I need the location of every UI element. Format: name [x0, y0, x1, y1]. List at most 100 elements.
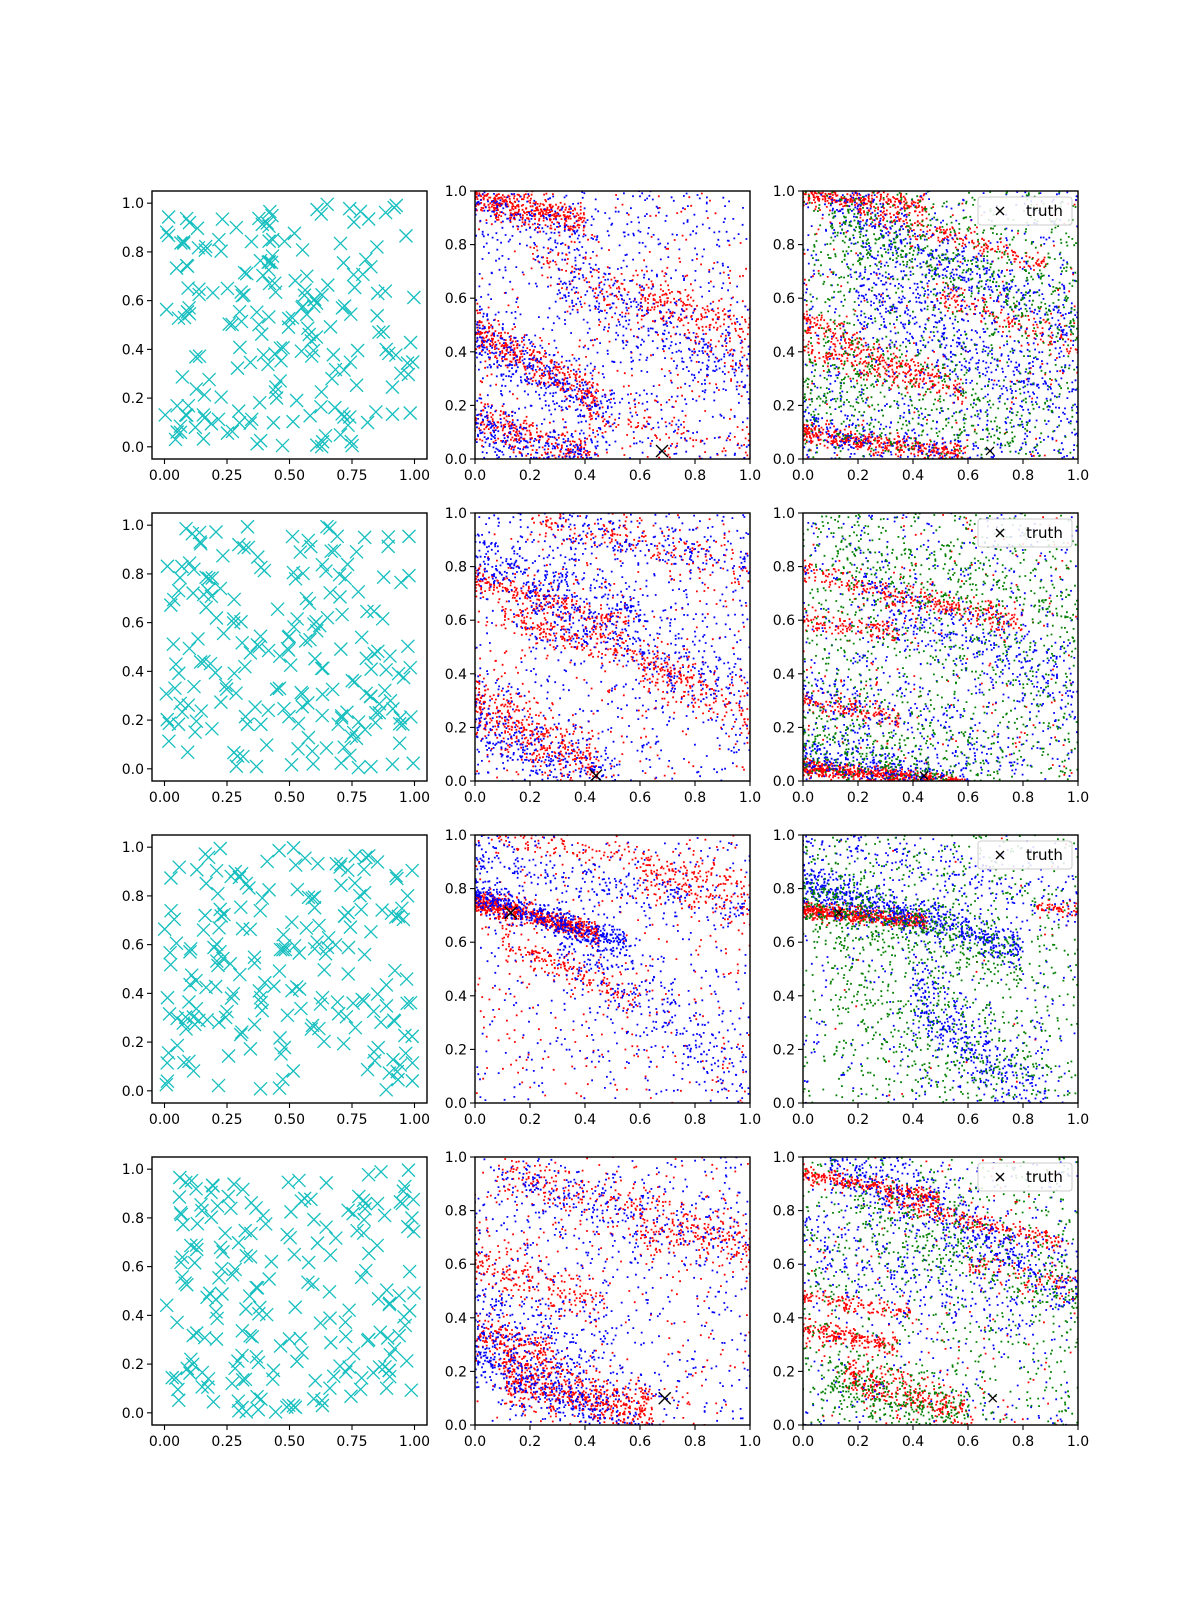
y-tick-label: 0.8 [122, 889, 144, 905]
sample-marker [159, 1077, 174, 1092]
sample-marker [200, 1380, 215, 1395]
sample-marker [235, 1182, 250, 1197]
sample-marker [191, 631, 205, 646]
y-tick-label: 0.8 [773, 560, 795, 576]
sample-marker [342, 201, 357, 216]
plot-area [803, 191, 1078, 459]
sample-marker [286, 565, 301, 580]
sample-marker [268, 1404, 283, 1419]
sample-marker [273, 1339, 288, 1353]
x-tick-label: 0.25 [211, 790, 242, 806]
sample-marker [358, 1263, 373, 1278]
sample-marker [171, 583, 186, 598]
sample-marker [160, 990, 175, 1005]
sample-marker [335, 300, 350, 315]
sample-marker [184, 1173, 199, 1188]
sample-marker [228, 1361, 243, 1376]
sample-marker [183, 944, 197, 959]
sample-marker [187, 1255, 202, 1270]
sample-marker [225, 317, 240, 332]
sample-marker [224, 869, 239, 884]
sample-marker [200, 1290, 215, 1305]
sample-marker [399, 228, 413, 243]
y-tick-label: 0.2 [445, 1042, 467, 1058]
legend-truth-icon [995, 850, 1005, 860]
sample-marker [355, 267, 370, 282]
x-tick-label: 0.4 [574, 468, 596, 484]
sample-marker [400, 356, 415, 371]
sample-marker [192, 287, 207, 302]
sample-marker [300, 1275, 315, 1290]
sample-marker [262, 1272, 277, 1286]
sample-marker [307, 292, 322, 307]
sample-marker [262, 882, 277, 897]
y-tick-label: 0.0 [445, 452, 467, 468]
samples-axes-row-2: 0.00 0.25 0.50 0.75 1.00 0.0 0.2 0.4 0.6 0.8 1.0 [122, 512, 430, 806]
x-tick-label: 0.25 [211, 1434, 242, 1450]
sample-marker [381, 346, 396, 361]
sample-marker [299, 591, 314, 606]
sample-marker [315, 661, 330, 676]
x-tick-label: 0.6 [629, 468, 651, 484]
sample-marker [323, 1311, 338, 1326]
sample-marker [182, 215, 197, 230]
sample-marker [173, 696, 188, 711]
y-tick-label: 0.2 [122, 1035, 144, 1051]
sample-marker [243, 645, 258, 660]
axes-frame [802, 834, 1079, 1104]
sample-marker [231, 1403, 246, 1418]
sample-marker [301, 730, 316, 745]
sample-marker [211, 1078, 226, 1093]
sample-marker [344, 1389, 358, 1404]
sample-marker [370, 854, 385, 869]
sample-marker [168, 657, 183, 672]
sample-marker [396, 670, 411, 685]
y-tick-label: 0.8 [122, 567, 144, 583]
sample-marker [315, 557, 330, 572]
y-tick-label: 1.0 [773, 828, 795, 844]
sample-marker [197, 387, 212, 402]
sample-marker [310, 1236, 325, 1251]
sample-marker [400, 1219, 415, 1234]
sample-marker [205, 571, 220, 585]
sample-marker [272, 1081, 287, 1096]
plot-area [475, 513, 750, 781]
y-tick-label: 1.0 [445, 1150, 467, 1166]
sample-marker [266, 415, 281, 430]
sample-marker [243, 1328, 258, 1343]
sample-marker [273, 942, 288, 957]
posterior-axes-middle-row-1: 0.0 0.2 0.4 0.6 0.8 1.0 0.0 0.2 0.4 0.6 0.8 1.0 [445, 184, 761, 484]
sample-marker [272, 964, 287, 979]
sample-marker [379, 1381, 394, 1396]
sample-marker [402, 529, 416, 544]
series-blue-dots [803, 835, 1078, 1103]
sample-marker [257, 975, 272, 990]
sample-marker [383, 649, 397, 664]
sample-marker [173, 236, 188, 250]
sample-marker [310, 935, 325, 950]
sample-marker [181, 1054, 196, 1069]
sample-marker [215, 1287, 229, 1301]
sample-marker [252, 1300, 267, 1315]
sample-marker [404, 1383, 419, 1398]
sample-marker [261, 703, 276, 718]
sample-marker [288, 273, 303, 288]
y-tick-label: 0.8 [773, 882, 795, 898]
plot-area [157, 840, 420, 1097]
legend-truth-icon [995, 206, 1005, 216]
x-tick-label: 1.00 [399, 468, 430, 484]
y-tick-label: 0.4 [122, 986, 144, 1002]
sample-marker [351, 714, 366, 729]
sample-marker [333, 427, 348, 442]
sample-marker [265, 232, 280, 247]
sample-marker [189, 1181, 204, 1196]
y-tick-label: 1.0 [773, 184, 795, 200]
sample-marker [287, 938, 302, 953]
x-tick-label: 0.6 [957, 790, 979, 806]
sample-marker [353, 1382, 368, 1397]
sample-marker [367, 646, 382, 661]
sample-marker [262, 219, 277, 234]
y-tick-label: 1.0 [445, 184, 467, 200]
sample-marker [233, 900, 248, 915]
x-tick-label: 0.0 [792, 1434, 814, 1450]
